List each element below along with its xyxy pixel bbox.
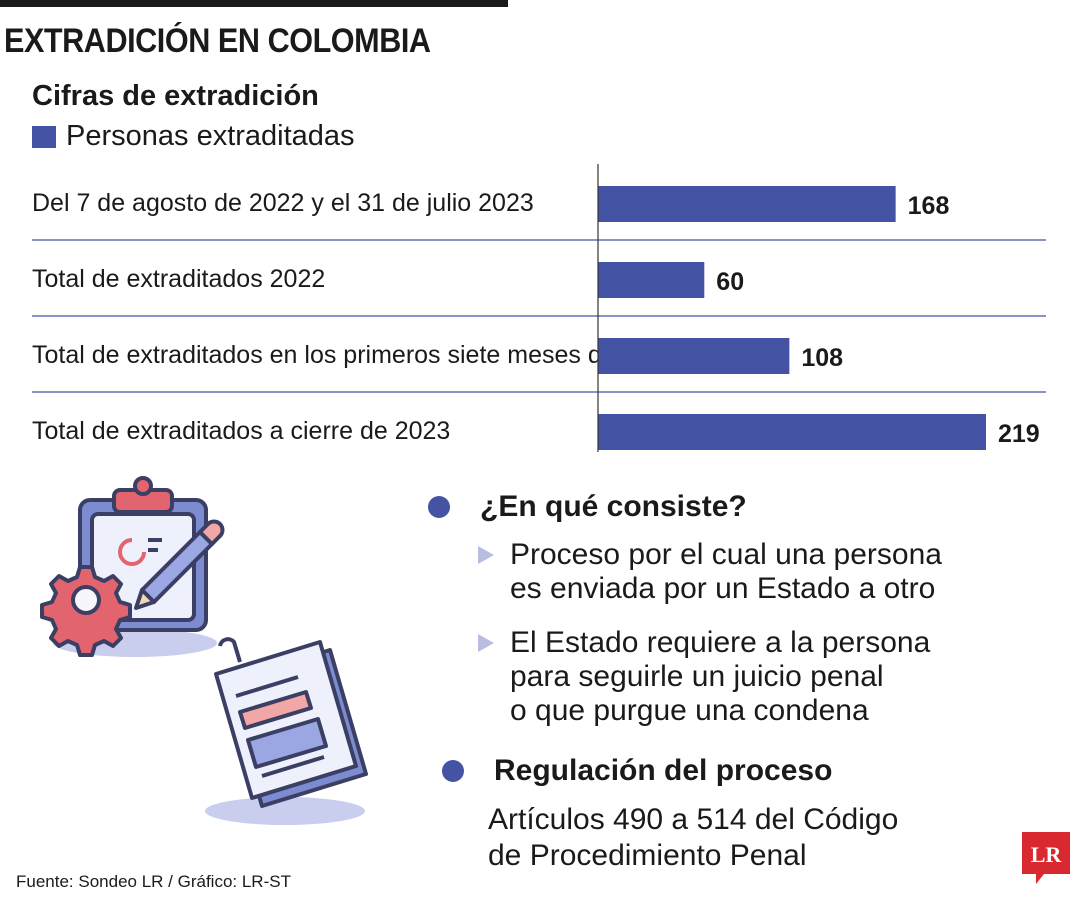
section-heading: Regulación del proceso <box>494 754 833 787</box>
value-label: 168 <box>908 192 950 220</box>
bullet-dot <box>442 760 464 782</box>
documents-icon <box>214 637 368 808</box>
category-label: Total de extraditados a cierre de 2023 <box>32 417 450 445</box>
text-line: de Procedimiento Penal <box>488 839 807 872</box>
text-line: para seguirle un juicio penal <box>510 660 884 693</box>
shadow-ellipse <box>205 797 365 825</box>
section-heading: ¿En qué consiste? <box>480 490 747 523</box>
bar <box>598 262 705 298</box>
section-consiste: ¿En qué consiste? <box>428 490 747 524</box>
legend-swatch <box>32 125 56 148</box>
illustration <box>40 476 368 825</box>
category-label: Total de extraditados en los primeros si… <box>32 341 678 369</box>
value-label: 108 <box>801 344 843 372</box>
bullet-dot <box>428 496 450 518</box>
text-line: Proceso por el cual una persona <box>510 538 942 571</box>
pencil-icon <box>134 519 225 610</box>
section-regulacion: Regulación del proceso <box>442 754 832 788</box>
list-item: Proceso por el cual una persona es envia… <box>478 538 942 606</box>
value-label: 219 <box>998 420 1040 448</box>
text-line: o que purgue una condena <box>510 694 869 727</box>
bar <box>598 414 986 450</box>
page-title: EXTRADICIÓN EN COLOMBIA <box>4 22 431 60</box>
gear-icon <box>40 565 132 657</box>
text-line: es enviada por un Estado a otro <box>510 572 936 605</box>
category-label: Total de extraditados 2022 <box>32 265 325 293</box>
logo-text: LR <box>1031 842 1063 867</box>
bar-chart: Del 7 de agosto de 2022 y el 31 de julio… <box>32 164 1046 452</box>
category-label: Del 7 de agosto de 2022 y el 31 de julio… <box>32 189 534 217</box>
triangle-bullet-icon <box>478 634 494 652</box>
bar <box>598 338 790 374</box>
list-item: El Estado requiere a la persona para seg… <box>478 626 930 728</box>
triangle-bullet-icon <box>478 546 494 564</box>
regulation-text: Artículos 490 a 514 del Código de Proced… <box>488 802 898 874</box>
bar <box>598 186 896 222</box>
list-item-text: El Estado requiere a la persona para seg… <box>510 626 930 728</box>
source-note: Fuente: Sondeo LR / Gráfico: LR-ST <box>16 872 291 891</box>
top-rule <box>0 0 508 7</box>
text-line: El Estado requiere a la persona <box>510 626 931 659</box>
lr-logo: LR <box>1022 832 1070 884</box>
list-item-text: Proceso por el cual una persona es envia… <box>510 538 942 606</box>
legend-label: Personas extraditadas <box>66 120 355 152</box>
chart-subtitle: Cifras de extradición <box>32 80 319 112</box>
value-label: 60 <box>716 268 744 296</box>
text-line: Artículos 490 a 514 del Código <box>488 803 899 836</box>
chart-legend: Personas extraditadas <box>32 120 355 153</box>
